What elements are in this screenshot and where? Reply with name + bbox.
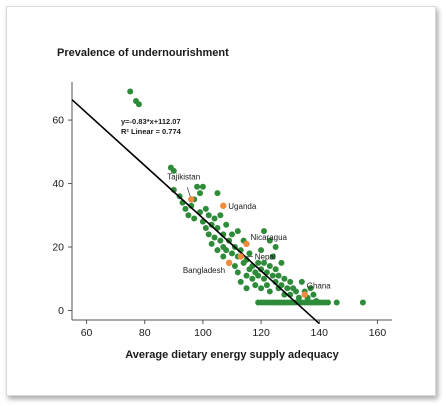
data-point xyxy=(194,183,201,190)
data-point xyxy=(185,212,192,219)
data-point xyxy=(295,294,302,301)
data-point xyxy=(246,250,253,257)
data-point xyxy=(325,299,331,306)
highlighted-point xyxy=(301,291,308,298)
country-label: Uganda xyxy=(228,202,257,211)
y-tick-label: 20 xyxy=(52,242,64,254)
data-point xyxy=(261,228,267,235)
highlighted-point xyxy=(225,259,233,267)
data-point xyxy=(261,275,267,282)
data-point xyxy=(234,228,241,235)
data-point xyxy=(205,231,212,238)
data-point xyxy=(220,253,227,260)
data-point xyxy=(191,215,198,222)
x-tick-label: 100 xyxy=(194,327,212,339)
data-point xyxy=(231,263,238,270)
data-point xyxy=(359,299,366,306)
data-point xyxy=(127,88,134,95)
data-point xyxy=(333,299,340,306)
data-point xyxy=(284,285,291,292)
data-point xyxy=(170,167,177,174)
data-point xyxy=(266,237,273,244)
data-point xyxy=(310,291,317,298)
highlighted-point xyxy=(243,240,250,248)
data-point xyxy=(199,183,206,190)
data-point xyxy=(223,247,230,254)
data-point xyxy=(208,240,215,247)
x-tick-label: 60 xyxy=(81,327,93,339)
data-point xyxy=(135,101,142,108)
data-point xyxy=(214,190,221,197)
data-point xyxy=(243,272,250,279)
data-point xyxy=(226,237,233,244)
x-tick-label: 160 xyxy=(369,327,387,339)
trend-line xyxy=(71,99,320,325)
country-label: Nicaragua xyxy=(251,233,288,242)
data-point xyxy=(208,221,215,228)
data-point xyxy=(229,231,235,238)
data-point xyxy=(202,205,209,212)
chart-frame xyxy=(6,6,436,396)
data-point xyxy=(202,224,209,231)
x-tick-label: 140 xyxy=(311,327,329,339)
data-point xyxy=(237,278,244,285)
x-tick-label: 80 xyxy=(139,327,151,339)
data-point xyxy=(182,205,189,212)
data-point xyxy=(229,250,235,257)
data-point xyxy=(252,282,259,289)
data-point xyxy=(266,263,273,270)
data-point xyxy=(263,282,270,289)
data-point xyxy=(275,272,282,279)
highlighted-point xyxy=(220,202,227,209)
data-point xyxy=(281,275,288,282)
data-point xyxy=(217,237,224,244)
data-point xyxy=(307,285,314,292)
data-point xyxy=(269,253,276,260)
data-point xyxy=(287,278,294,285)
y-tick-label: 0 xyxy=(58,305,64,317)
chart-title: Prevalence of undernourishment xyxy=(57,47,229,59)
data-point xyxy=(278,282,285,289)
data-point xyxy=(298,278,305,285)
data-point xyxy=(197,190,203,197)
data-point xyxy=(234,269,241,276)
axes: 0 20 40 60 60 80 100 120 140 160 xyxy=(52,82,392,339)
data-point xyxy=(217,212,224,219)
country-label: Ghana xyxy=(307,282,332,291)
y-tick-label: 60 xyxy=(52,115,64,127)
data-point xyxy=(243,285,250,292)
data-point xyxy=(272,266,279,273)
data-point xyxy=(214,247,221,254)
x-tick-label: 120 xyxy=(252,327,270,339)
trend-equation: y=-0.83*x+112.07 xyxy=(121,117,181,126)
trend-r2: R² Linear = 0.774 xyxy=(121,127,182,136)
country-label: Nepal xyxy=(255,253,276,262)
data-point xyxy=(255,259,262,266)
data-point xyxy=(266,288,273,295)
y-tick-label: 40 xyxy=(52,178,64,190)
data-point xyxy=(249,275,256,282)
data-point xyxy=(258,285,265,292)
highlighted-point xyxy=(237,253,244,260)
data-point xyxy=(278,259,285,266)
country-label: Tajikistan xyxy=(167,172,200,181)
data-point xyxy=(258,266,265,273)
data-point xyxy=(261,259,267,266)
data-point xyxy=(255,272,262,279)
x-axis-label: Average dietary energy supply adequacy xyxy=(125,349,339,361)
data-point xyxy=(272,244,279,251)
data-point xyxy=(258,247,265,254)
data-point xyxy=(269,272,276,279)
annotations: Tajikistan Uganda Nicaragua Nepal Bangladesh… xyxy=(167,172,332,298)
data-point xyxy=(211,234,218,241)
data-point xyxy=(223,221,230,228)
data-point xyxy=(211,215,218,222)
trend-line-group xyxy=(71,99,320,325)
country-label: Bangladesh xyxy=(183,266,225,275)
data-point xyxy=(205,212,212,219)
data-point xyxy=(293,288,299,295)
highlighted-point xyxy=(188,196,195,203)
